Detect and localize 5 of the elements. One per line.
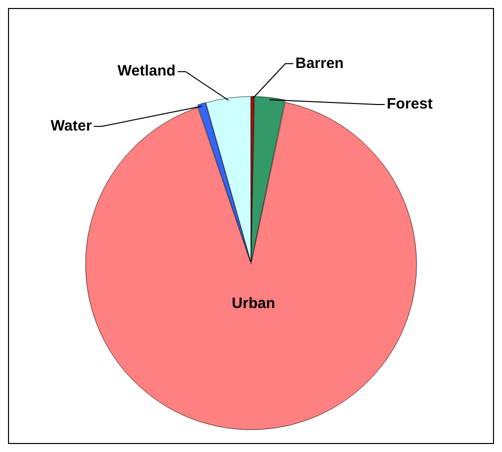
slice-label: Wetland: [118, 62, 176, 80]
slice-label: Barren: [295, 54, 344, 72]
slice-label: Water: [50, 118, 92, 135]
slice-label: Urban: [232, 295, 276, 312]
slice-label: Forest: [386, 96, 433, 113]
